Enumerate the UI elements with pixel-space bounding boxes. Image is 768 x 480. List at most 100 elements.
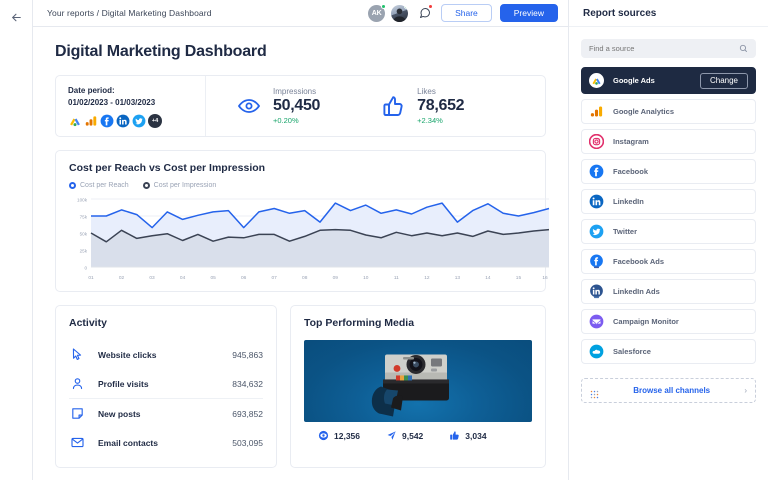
google-ads-icon[interactable] <box>68 114 82 128</box>
source-name: LinkedIn Ads <box>613 287 660 296</box>
campaign-monitor-icon <box>589 314 604 329</box>
chevron-right-icon: › <box>744 386 747 395</box>
twitter-icon <box>589 224 604 239</box>
source-row-twitter[interactable]: Twitter <box>581 219 756 244</box>
kpi-value: 50,450 <box>273 97 321 115</box>
date-period-block: Date period: 01/02/2023 - 01/03/2023 <box>56 76 206 136</box>
breadcrumb[interactable]: Your reports / Digital Marketing Dashboa… <box>47 8 212 18</box>
avatar[interactable]: AK <box>368 3 387 22</box>
facebook-icon[interactable] <box>100 114 114 128</box>
media-stat-likes: 3,034 <box>449 430 487 441</box>
google-analytics-icon[interactable] <box>84 114 98 128</box>
kpi-impressions: Impressions 50,450 +0.20% <box>236 87 320 125</box>
chat-bubble-icon[interactable] <box>416 3 434 22</box>
svg-text:13: 13 <box>455 275 461 281</box>
source-name: Facebook Ads <box>613 257 664 266</box>
browse-all-channels-button[interactable]: Browse all channels › <box>581 378 756 403</box>
thumbs-up-icon <box>449 430 460 441</box>
linkedin-icon[interactable] <box>116 114 130 128</box>
google-ads-icon <box>589 73 604 88</box>
source-row-linkedin-ads[interactable]: LinkedIn Ads <box>581 279 756 304</box>
kpi-strip: Date period: 01/02/2023 - 01/03/2023 <box>55 75 546 137</box>
activity-row-profile-visits[interactable]: Profile visits 834,632 <box>69 369 263 398</box>
activity-title: Activity <box>69 317 107 329</box>
legend-marker-icon <box>69 182 76 189</box>
report-sources-body: Google Ads Change Google Analytics Insta… <box>569 27 768 480</box>
svg-text:25k: 25k <box>80 249 88 254</box>
svg-text:12: 12 <box>424 275 430 281</box>
kpi-metrics: Impressions 50,450 +0.20% Likes 78,652 +… <box>206 76 545 136</box>
media-stat-shares: 9,542 <box>386 430 423 441</box>
cursor-click-icon <box>69 346 86 363</box>
svg-text:08: 08 <box>302 275 308 281</box>
legend-label: Cost per Impression <box>153 182 217 189</box>
facebook-icon <box>589 164 604 179</box>
report-sources-panel: Report sources Google Ads Change <box>568 0 768 480</box>
avatar[interactable] <box>391 4 409 22</box>
activity-card: Activity Website clicks 945,863 Profile … <box>55 305 277 468</box>
kpi-label: Impressions <box>273 87 317 97</box>
source-row-facebook-ads[interactable]: Facebook Ads <box>581 249 756 274</box>
media-stat-value: 3,034 <box>465 430 487 441</box>
source-name: Google Analytics <box>613 107 674 116</box>
activity-row-website-clicks[interactable]: Website clicks 945,863 <box>69 340 263 369</box>
media-stat-value: 12,356 <box>334 430 360 441</box>
activity-label: Email contacts <box>98 437 158 448</box>
salesforce-icon <box>589 344 604 359</box>
svg-text:11: 11 <box>394 275 399 281</box>
legend-item-cost-per-impression[interactable]: Cost per Impression <box>142 182 217 189</box>
media-stat-value: 9,542 <box>402 430 424 441</box>
media-stat-views: 12,356 <box>318 430 360 441</box>
center-column: Your reports / Digital Marketing Dashboa… <box>33 0 568 480</box>
chart-title: Cost per Reach vs Cost per Impression <box>69 162 266 174</box>
search-input[interactable] <box>589 44 739 53</box>
source-row-salesforce[interactable]: Salesforce <box>581 339 756 364</box>
activity-row-email-contacts[interactable]: Email contacts 503,095 <box>69 428 263 457</box>
activity-row-new-posts[interactable]: New posts 693,852 <box>69 398 263 428</box>
presence-dot <box>381 3 387 9</box>
media-title: Top Performing Media <box>304 317 415 329</box>
svg-text:75k: 75k <box>80 215 88 220</box>
page-title: Digital Marketing Dashboard <box>55 43 267 60</box>
line-chart-svg: 100k 75k 50k 25k 001 02 03 04 05 06 07 08 09 10 11 12 13… <box>77 198 550 281</box>
svg-text:15: 15 <box>516 275 522 281</box>
media-thumbnail[interactable] <box>304 340 532 422</box>
legend-item-cost-per-reach[interactable]: Cost per Reach <box>69 182 129 189</box>
report-sources-header: Report sources <box>569 0 768 27</box>
source-search-box[interactable] <box>581 39 756 58</box>
avatar-group: AK <box>368 3 409 22</box>
legend-marker-icon <box>142 182 150 189</box>
change-source-button[interactable]: Change <box>699 72 748 89</box>
linkedin-ads-icon <box>589 284 604 299</box>
source-name: Campaign Monitor <box>613 317 679 326</box>
source-row-linkedin[interactable]: LinkedIn <box>581 189 756 214</box>
share-button[interactable]: Share <box>441 3 492 23</box>
svg-text:05: 05 <box>210 275 216 281</box>
user-icon <box>69 375 86 392</box>
notification-dot <box>428 3 434 9</box>
activity-value: 945,863 <box>232 349 263 360</box>
chart-plot[interactable]: 100k 75k 50k 25k 0 01 02 03 04 05 06 07 08 09 10 11 12 13… <box>69 195 550 283</box>
source-row-instagram[interactable]: Instagram <box>581 129 756 154</box>
source-row-campaign-monitor[interactable]: Campaign Monitor <box>581 309 756 334</box>
linkedin-icon <box>589 194 604 209</box>
polaroid-camera-photo <box>371 354 449 417</box>
arrow-left-icon[interactable] <box>6 7 26 27</box>
facebook-ads-icon <box>589 254 604 269</box>
date-period-value[interactable]: 01/02/2023 - 01/03/2023 <box>68 97 156 107</box>
search-icon[interactable] <box>739 44 748 53</box>
source-row-facebook[interactable]: Facebook <box>581 159 756 184</box>
more-sources-badge[interactable]: +4 <box>148 114 162 129</box>
svg-text:01: 01 <box>88 275 94 281</box>
svg-text:100k: 100k <box>77 198 88 203</box>
twitter-icon[interactable] <box>132 114 146 128</box>
source-row-google-ads[interactable]: Google Ads Change <box>581 67 756 94</box>
source-row-google-analytics[interactable]: Google Analytics <box>581 99 756 124</box>
report-sources-title: Report sources <box>583 7 657 19</box>
top-bar: Your reports / Digital Marketing Dashboa… <box>33 0 568 27</box>
preview-button[interactable]: Preview <box>499 3 558 23</box>
envelope-icon <box>69 434 86 451</box>
activity-value: 693,852 <box>232 408 263 419</box>
instagram-icon <box>589 134 604 149</box>
share-arrow-icon <box>386 430 397 441</box>
